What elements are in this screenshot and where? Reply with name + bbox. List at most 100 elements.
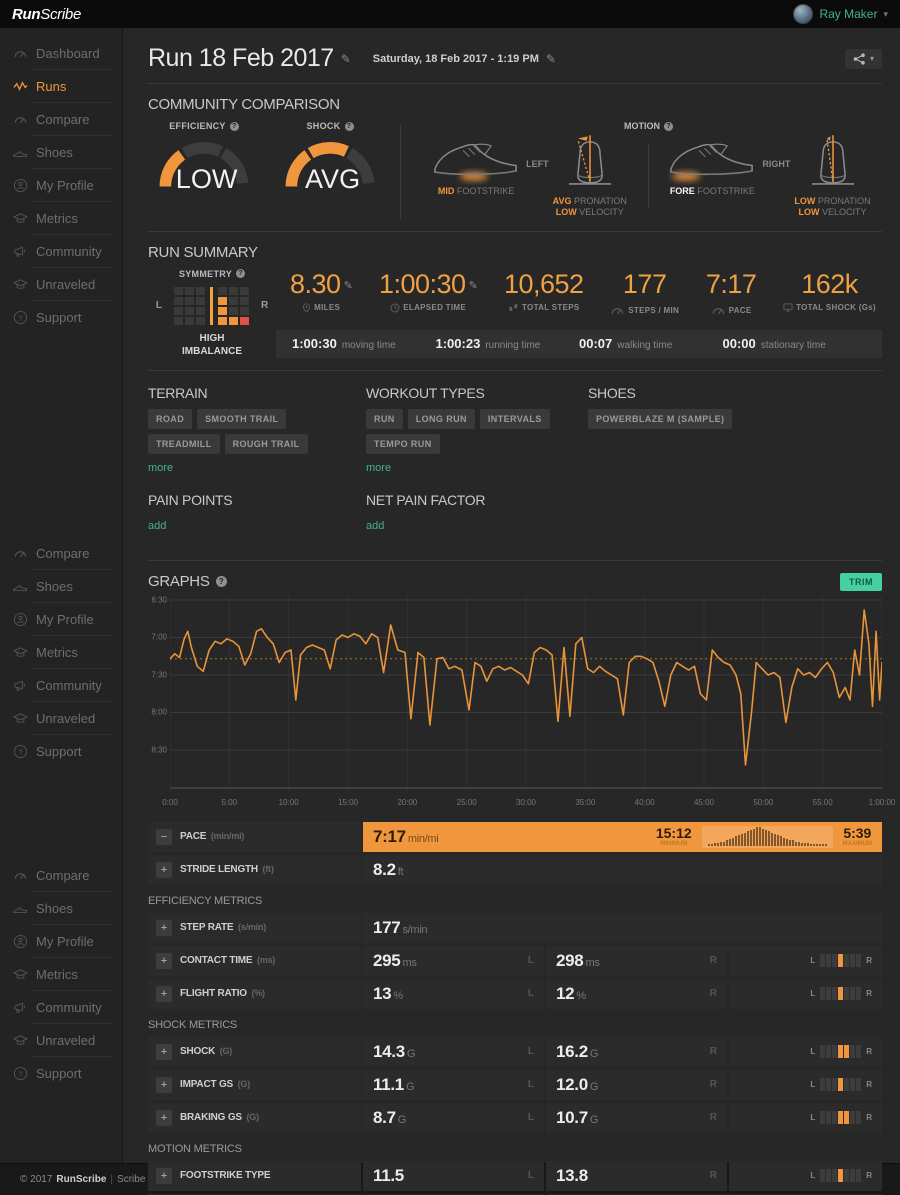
workout-chip[interactable]: TEMPO RUN <box>366 433 440 454</box>
shoe-icon <box>12 900 28 916</box>
sidebar-item-community[interactable]: Community <box>0 672 122 698</box>
footstrike-left: MID FOOTSTRIKE <box>430 133 522 197</box>
pain-points-title: PAIN POINTS <box>148 491 233 508</box>
sidebar-item-unraveled[interactable]: Unraveled <box>0 705 122 731</box>
share-button[interactable]: ▾ <box>844 48 882 69</box>
sidebar-item-support[interactable]: ? Support <box>0 1060 122 1086</box>
help-icon[interactable]: ? <box>664 121 673 131</box>
sidebar-item-compare[interactable]: Compare <box>0 106 122 132</box>
sidebar-item-metrics[interactable]: Metrics <box>0 961 122 987</box>
person-icon <box>12 611 28 627</box>
share-icon <box>853 52 865 65</box>
logo-run: Run <box>12 5 41 23</box>
workouts-more-link[interactable]: more <box>366 461 392 474</box>
sidebar-item-shoes[interactable]: Shoes <box>0 895 122 921</box>
terrain-chip[interactable]: ROAD <box>148 408 193 429</box>
edit-title-icon[interactable]: ✎ <box>340 51 351 66</box>
sidebar-item-metrics[interactable]: Metrics <box>0 205 122 231</box>
sidebar-item-support[interactable]: ? Support <box>0 304 122 330</box>
run-summary-title: RUN SUMMARY <box>148 243 258 261</box>
metrics-table: − PACE (min/mi) 7:17 min/mi 15:12 MINIMUM 5:39… <box>148 821 882 1195</box>
sidebar-item-my-profile[interactable]: My Profile <box>0 928 122 954</box>
shoe-icon <box>12 144 28 160</box>
terrain-chip[interactable]: SMOOTH TRAIL <box>197 408 287 429</box>
terrain-more-link[interactable]: more <box>148 461 174 474</box>
expander-button[interactable]: + <box>156 1167 172 1184</box>
shoes-title: SHOES <box>588 384 636 401</box>
cap-icon <box>12 1032 28 1048</box>
page-title: Run 18 Feb 2017 <box>148 44 334 72</box>
terrain-chip[interactable]: ROUGH TRAIL <box>224 433 308 454</box>
sidebar-item-unraveled[interactable]: Unraveled <box>0 1027 122 1053</box>
net-pain-factor-title: NET PAIN FACTOR <box>366 491 486 508</box>
sidebar-item-runs[interactable]: Runs <box>0 73 122 99</box>
sidebar-item-compare[interactable]: Compare <box>0 540 122 566</box>
sidebar-item-unraveled[interactable]: Unraveled <box>0 271 122 297</box>
sidebar-item-shoes[interactable]: Shoes <box>0 573 122 599</box>
help-icon[interactable]: ? <box>229 121 239 131</box>
workout-chip[interactable]: LONG RUN <box>407 408 475 429</box>
shoe-side-icon <box>670 143 754 181</box>
net-pain-add-link[interactable]: add <box>366 519 385 532</box>
avatar[interactable] <box>793 4 814 24</box>
edit-icon[interactable]: ✎ <box>343 279 353 292</box>
sidebar-item-metrics[interactable]: Metrics <box>0 639 122 665</box>
workout-chip[interactable]: INTERVALS <box>479 408 550 429</box>
shoe-icon <box>12 578 28 594</box>
sidebar-item-community[interactable]: Community <box>0 238 122 264</box>
runscribe-logo[interactable]: RunScribe <box>12 6 81 23</box>
svg-text:?: ? <box>18 313 22 322</box>
sidebar-item-dashboard[interactable]: Dashboard <box>0 40 122 66</box>
svg-text:?: ? <box>18 747 22 756</box>
sidebar-item-support[interactable]: ? Support <box>0 738 122 764</box>
symmetry-label: SYMMETRY <box>178 268 233 279</box>
sidebar-item-my-profile[interactable]: My Profile <box>0 172 122 198</box>
svg-text:?: ? <box>18 1069 22 1078</box>
footer-labs: Scribe Labs <box>117 1174 170 1185</box>
sidebar: Dashboard Runs Compare Shoes My Profile Metri… <box>0 28 123 1163</box>
trim-button[interactable]: TRIM <box>840 572 882 591</box>
expander-button[interactable]: − <box>156 828 172 845</box>
stat-miles: 8.30 ✎ MILES <box>290 268 353 313</box>
help-icon[interactable]: ? <box>215 576 227 587</box>
run-date: Saturday, 18 Feb 2017 - 1:19 PM <box>372 52 539 65</box>
symmetry-chart <box>173 286 249 325</box>
stat-total-shock-gs-: 162k TOTAL SHOCK (Gs) <box>783 269 876 318</box>
expander-button[interactable]: + <box>156 1076 172 1093</box>
help-icon[interactable]: ? <box>236 269 246 278</box>
chevron-down-icon: ▾ <box>883 8 888 19</box>
page-header: Run 18 Feb 2017 ✎ Saturday, 18 Feb 2017 … <box>148 28 882 84</box>
expander-button[interactable]: + <box>156 985 172 1002</box>
terrain-chip[interactable]: TREADMILL <box>148 433 220 454</box>
expander-button[interactable]: + <box>156 861 172 878</box>
metric-row-contact-time: + CONTACT TIME (ms) 295 ms L 298 ms R L R <box>148 945 882 976</box>
shock-label: SHOCK <box>306 121 341 131</box>
expander-button[interactable]: + <box>156 1109 172 1126</box>
symmetry-status: HIGH IMBALANCE <box>182 332 242 357</box>
symmetry-block: SYMMETRY? L R HIGH IMBALANCE <box>148 269 276 358</box>
edit-icon[interactable]: ✎ <box>468 279 478 292</box>
pain-add-link[interactable]: add <box>148 519 167 532</box>
stat-total-steps: 10,652 TOTAL STEPS <box>503 268 584 312</box>
edit-date-icon[interactable]: ✎ <box>545 51 556 66</box>
svg-text:LOW: LOW <box>176 164 238 193</box>
expander-button[interactable]: + <box>156 952 172 969</box>
sidebar-item-my-profile[interactable]: My Profile <box>0 606 122 632</box>
motion-right: FORE FOOTSTRIKE RIGHT LOW PRONATION LOW VEL… <box>655 133 882 219</box>
workout-chip[interactable]: RUN <box>366 408 403 429</box>
sidebar-item-community[interactable]: Community <box>0 994 122 1020</box>
divider <box>148 369 882 371</box>
metric-row-footstrike-type: + FOOTSTRIKE TYPE 11.5 L 13.8 R L R <box>148 1160 882 1191</box>
expander-button[interactable]: + <box>156 919 172 936</box>
help-icon[interactable]: ? <box>344 121 354 131</box>
sidebar-item-shoes[interactable]: Shoes <box>0 139 122 165</box>
sidebar-item-compare[interactable]: Compare <box>0 862 122 888</box>
shoe-chip[interactable]: POWERBLAZE M (SAMPLE) <box>588 408 733 429</box>
expander-button[interactable]: + <box>156 1043 172 1060</box>
user-menu[interactable]: Ray Maker ▾ <box>793 4 888 24</box>
footer-brand: RunScribe <box>56 1174 107 1185</box>
